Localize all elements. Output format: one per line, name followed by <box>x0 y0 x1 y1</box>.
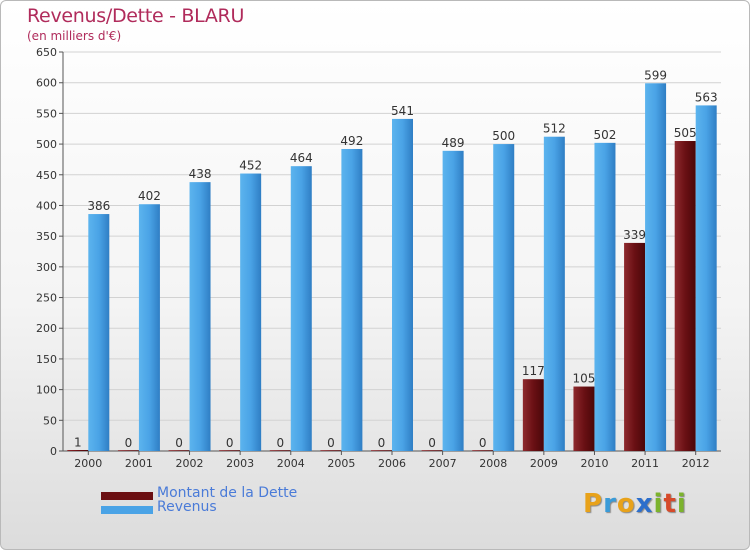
bar-revenus <box>645 83 667 451</box>
y-tick-label: 100 <box>36 384 57 397</box>
data-label-dette: 0 <box>175 436 183 450</box>
y-tick-label: 600 <box>36 77 57 90</box>
data-label-revenus: 452 <box>239 159 262 173</box>
bar-dette <box>573 386 595 451</box>
x-tick-label: 2000 <box>74 457 102 470</box>
bar-dette <box>371 450 392 451</box>
bar-dette <box>624 242 646 451</box>
bar-dette <box>320 450 342 451</box>
bar-revenus <box>493 144 515 452</box>
x-tick-label: 2009 <box>530 457 558 470</box>
data-label-revenus: 512 <box>543 122 566 136</box>
chart-subtitle: (en milliers d'€) <box>27 29 122 43</box>
bar-dette <box>67 450 89 451</box>
x-tick-label: 2001 <box>125 457 153 470</box>
data-label-revenus: 563 <box>695 90 718 104</box>
y-tick-label: 150 <box>36 353 57 366</box>
data-label-dette: 339 <box>623 228 646 242</box>
bar-revenus <box>392 118 413 451</box>
bar-revenus <box>138 204 160 451</box>
legend-swatch-revenus <box>101 506 153 514</box>
data-label-dette: 0 <box>276 436 284 450</box>
x-tick-label: 2006 <box>378 457 406 470</box>
data-label-dette: 0 <box>428 436 436 450</box>
data-label-dette: 0 <box>479 436 487 450</box>
bar-dette <box>269 450 291 451</box>
x-tick-label: 2008 <box>479 457 507 470</box>
y-tick-label: 0 <box>50 445 57 458</box>
bar-revenus <box>88 214 110 451</box>
logo-letter: x <box>635 489 654 519</box>
legend-label-revenus: Revenus <box>157 499 217 515</box>
bar-revenus <box>594 142 616 451</box>
bar-revenus <box>543 136 565 452</box>
logo-letter: t <box>663 489 677 519</box>
y-tick-label: 50 <box>43 414 57 427</box>
x-tick-label: 2007 <box>429 457 457 470</box>
y-tick-label: 450 <box>36 169 57 182</box>
logo-letter: o <box>616 489 636 519</box>
bar-revenus <box>341 148 363 452</box>
data-label-dette: 117 <box>522 364 545 378</box>
bar-revenus <box>240 173 262 451</box>
chart-title: Revenus/Dette - BLARU <box>27 5 245 27</box>
bar-revenus <box>290 166 312 451</box>
data-label-revenus: 492 <box>340 134 363 148</box>
logo-letter: i <box>653 489 664 519</box>
y-tick-label: 300 <box>36 261 57 274</box>
y-tick-label: 400 <box>36 199 57 212</box>
bar-dette <box>674 141 696 451</box>
y-tick-label: 250 <box>36 292 57 305</box>
logo-letter: P <box>583 489 604 519</box>
y-tick-label: 200 <box>36 322 57 335</box>
legend-swatch-debt <box>101 492 153 500</box>
data-label-dette: 0 <box>327 436 335 450</box>
data-label-dette: 505 <box>674 126 697 140</box>
bar-dette <box>117 450 139 451</box>
x-tick-label: 2002 <box>176 457 204 470</box>
bar-dette <box>421 450 443 451</box>
legend-label-debt: Montant de la Dette <box>157 485 298 501</box>
data-label-dette: 0 <box>378 436 386 450</box>
y-tick-label: 500 <box>36 138 57 151</box>
data-label-revenus: 438 <box>189 167 212 181</box>
bar-dette <box>168 450 190 451</box>
data-label-revenus: 464 <box>290 151 313 165</box>
data-label-dette: 105 <box>573 372 596 386</box>
bar-revenus <box>695 105 717 452</box>
data-label-revenus: 599 <box>644 68 667 82</box>
bar-dette <box>522 379 544 451</box>
y-tick-label: 650 <box>36 46 57 59</box>
x-tick-label: 2011 <box>631 457 659 470</box>
x-tick-label: 2010 <box>580 457 608 470</box>
bar-revenus <box>442 150 464 451</box>
x-tick-label: 2004 <box>277 457 305 470</box>
proxiti-logo: Proxiti <box>583 489 687 519</box>
data-label-revenus: 386 <box>87 199 110 213</box>
data-label-dette: 0 <box>125 436 133 450</box>
y-tick-label: 350 <box>36 230 57 243</box>
logo-letter: r <box>603 489 617 519</box>
x-tick-label: 2005 <box>327 457 355 470</box>
x-tick-label: 2012 <box>682 457 710 470</box>
bar-revenus <box>189 182 211 452</box>
data-label-dette: 0 <box>226 436 234 450</box>
bar-dette <box>219 450 241 451</box>
data-label-dette: 1 <box>74 435 82 449</box>
data-label-revenus: 402 <box>138 189 161 203</box>
x-tick-label: 2003 <box>226 457 254 470</box>
data-label-revenus: 541 <box>391 104 414 118</box>
data-label-revenus: 502 <box>594 128 617 142</box>
data-label-revenus: 500 <box>492 129 515 143</box>
logo-letter: i <box>676 489 687 519</box>
data-label-revenus: 489 <box>442 136 465 150</box>
bar-dette <box>472 450 494 451</box>
y-tick-label: 550 <box>36 107 57 120</box>
